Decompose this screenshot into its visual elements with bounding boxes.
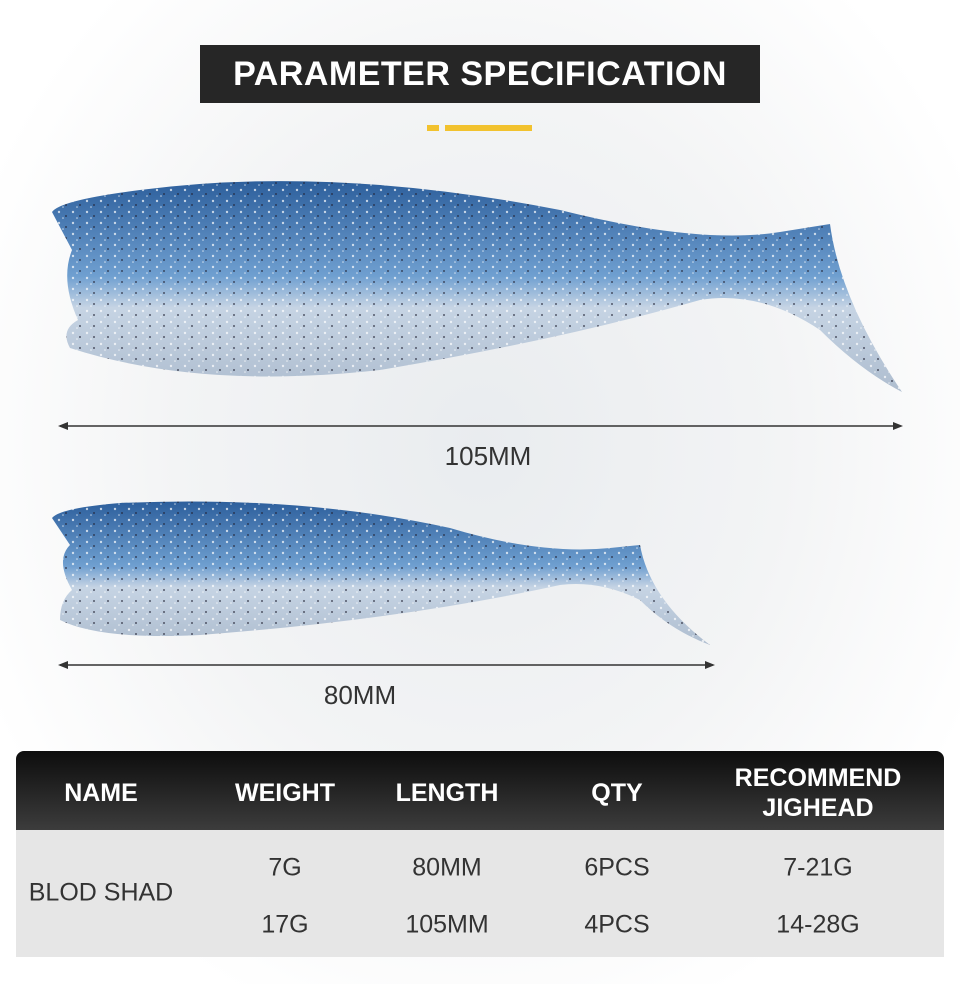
table-cell: 7G xyxy=(268,853,302,882)
small-lure xyxy=(52,501,710,645)
table-cell: 17G xyxy=(261,910,309,939)
column-header: WEIGHT xyxy=(235,779,335,807)
table-cell: 14-28G xyxy=(776,910,860,939)
large-lure xyxy=(52,181,902,392)
column-header: QTY xyxy=(591,779,643,807)
table-body xyxy=(16,830,944,957)
table-cell: 6PCS xyxy=(584,853,650,882)
table-cell: 105MM xyxy=(405,910,489,939)
length-label: 80MM xyxy=(323,680,397,710)
title: PARAMETER SPECIFICATION xyxy=(200,45,760,103)
product-name: BLOD SHAD xyxy=(28,878,174,907)
table-header xyxy=(16,751,944,830)
table-cell: 4PCS xyxy=(584,910,650,939)
table-cell: 7-21G xyxy=(783,853,853,882)
length-label: 105MM xyxy=(444,441,532,471)
column-header: NAME xyxy=(64,779,138,807)
column-header: RECOMMEND JIGHEAD xyxy=(734,764,902,822)
column-header: LENGTH xyxy=(395,779,499,807)
table-cell: 80MM xyxy=(412,853,482,882)
illustration xyxy=(52,125,903,669)
